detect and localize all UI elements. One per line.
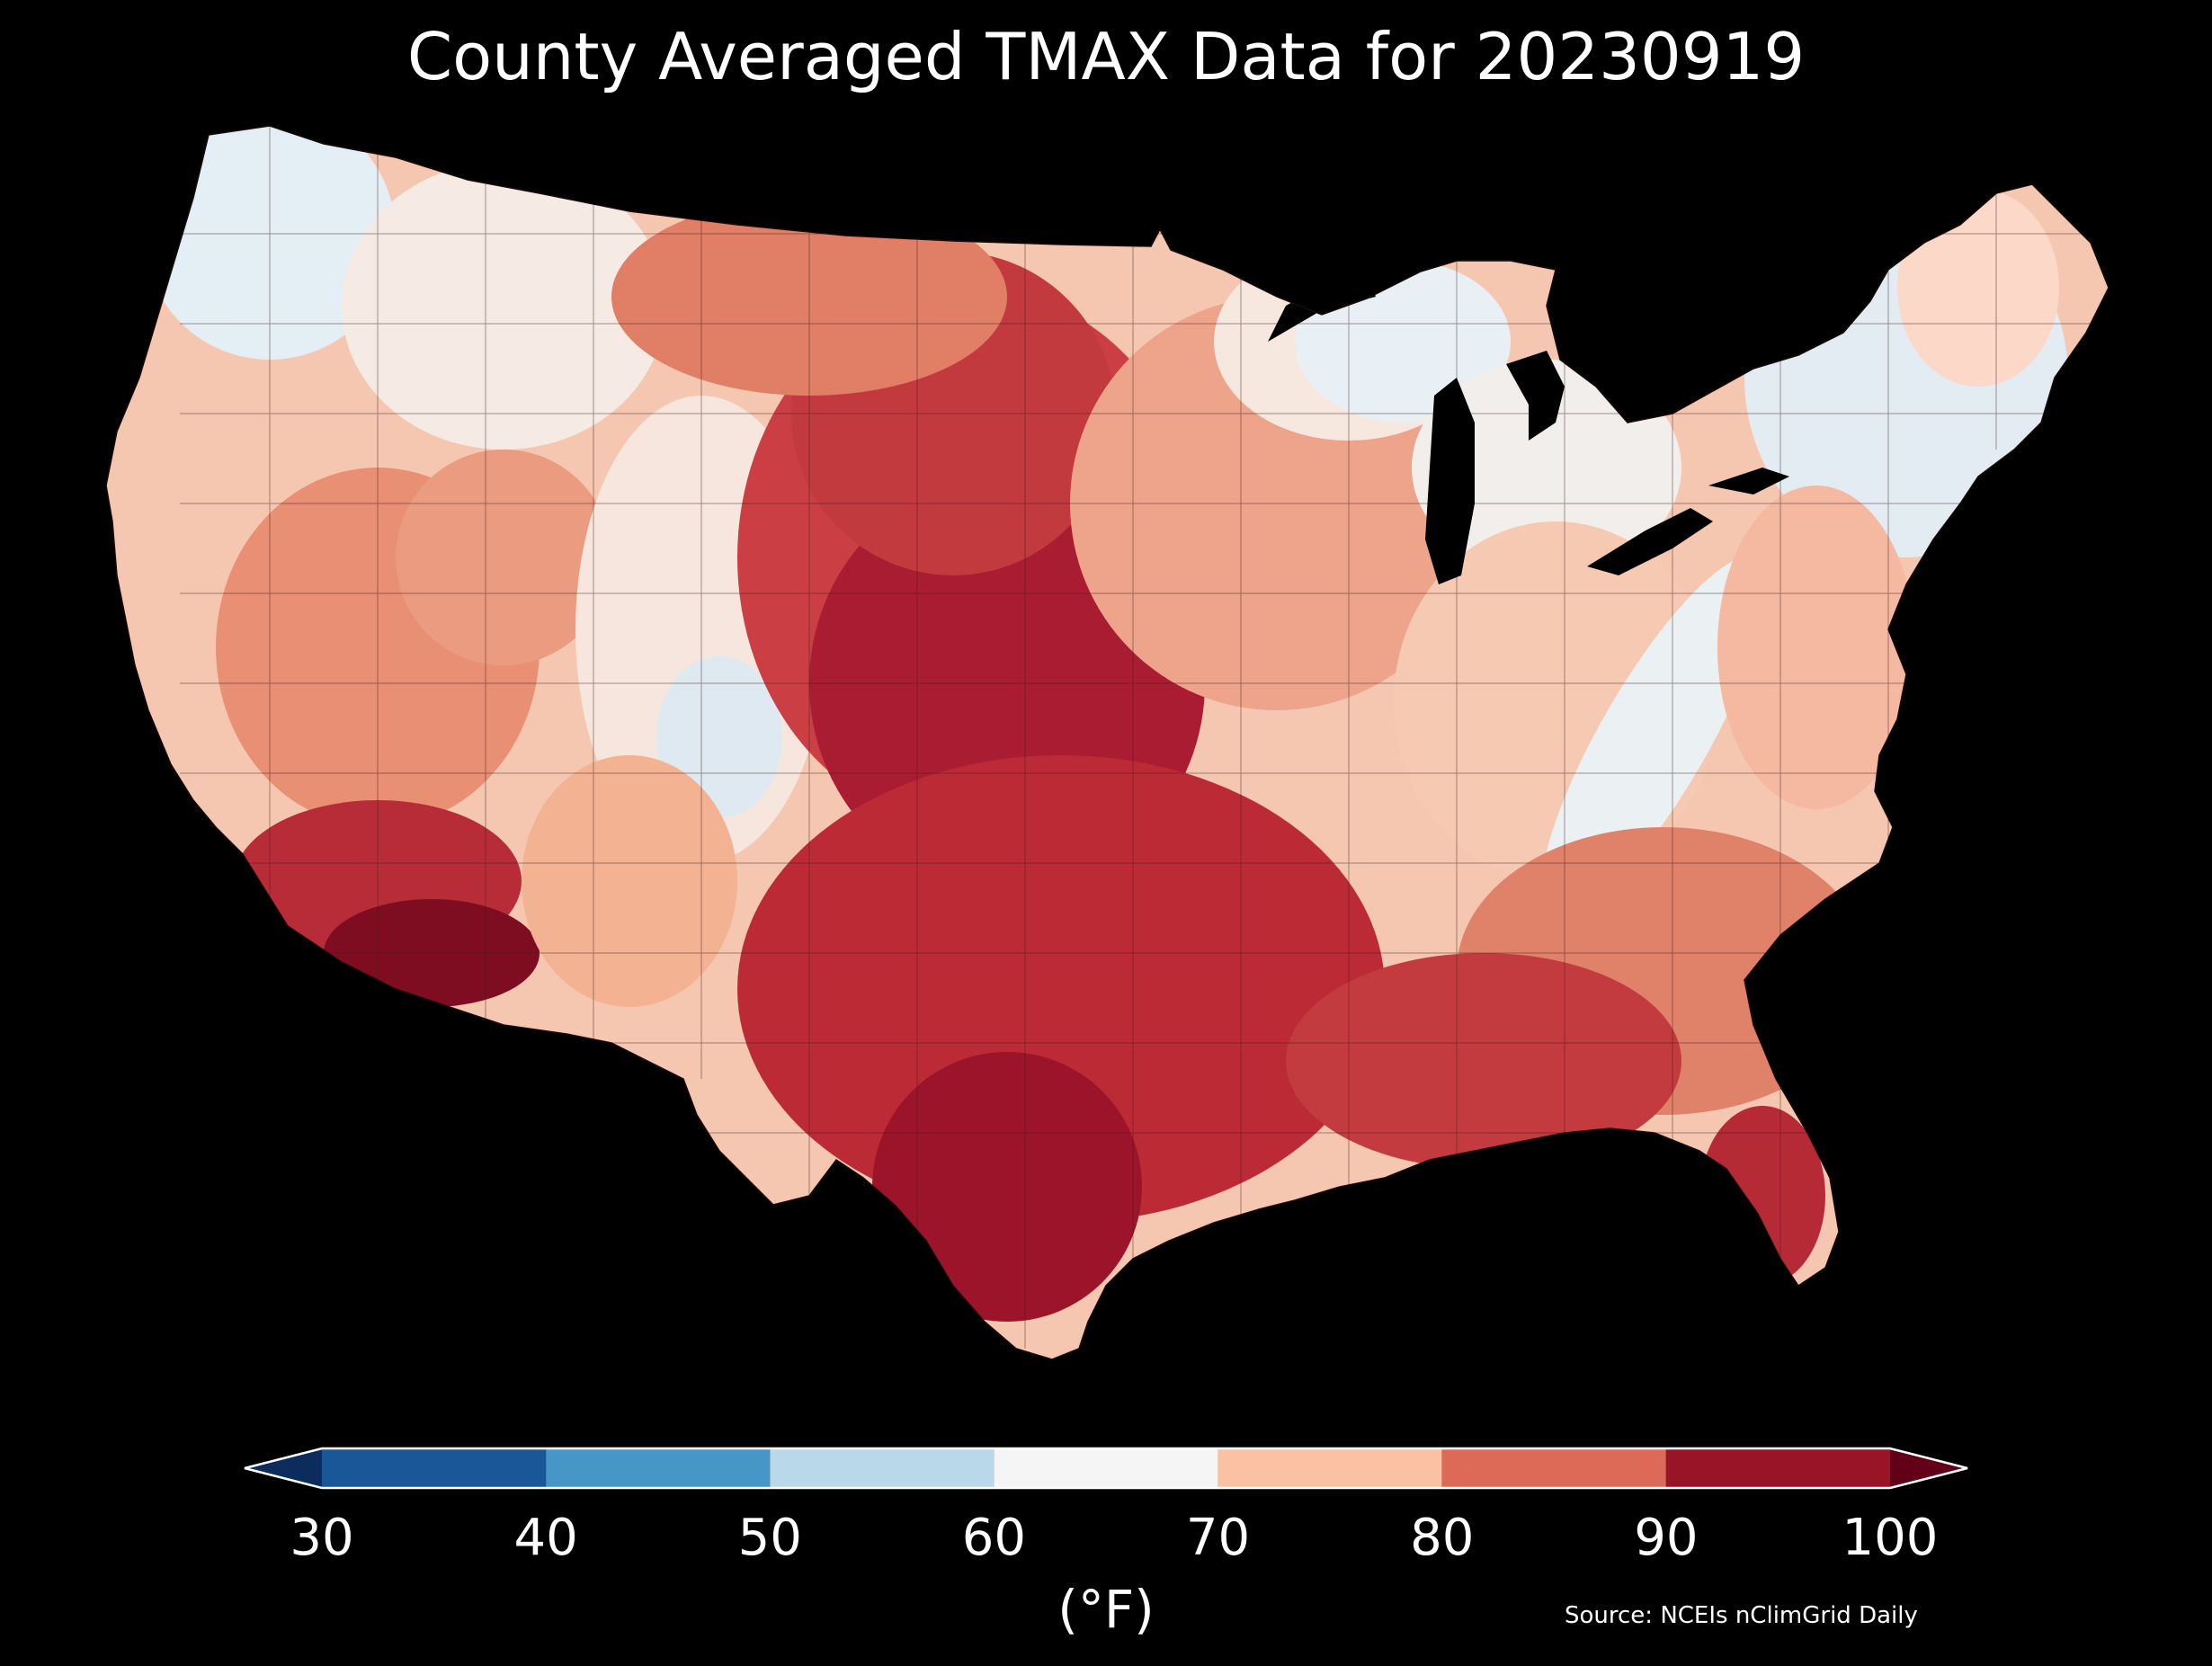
colorbar-tick-label: 30 xyxy=(290,1509,354,1567)
chart-title: County Averaged TMAX Data for 20230919 xyxy=(406,19,1806,94)
us-county-map xyxy=(105,125,2109,1360)
great-lakes xyxy=(1268,270,1789,584)
colorbar-over-extension xyxy=(1890,1448,1967,1488)
source-credit: Source: NCEIs nClimGrid Daily xyxy=(1565,1602,1918,1629)
county-fill-layer xyxy=(106,126,2109,1359)
colorbar-tick-label: 90 xyxy=(1634,1509,1699,1567)
colorbar-tick-label: 80 xyxy=(1410,1509,1475,1567)
us-outline xyxy=(105,125,2109,1360)
colorbar-bin-40-50 xyxy=(546,1448,771,1488)
colorbar-bin-60-70 xyxy=(994,1448,1218,1488)
colorbar-tick-label: 100 xyxy=(1842,1509,1939,1567)
colorbar-bin-90-100 xyxy=(1665,1448,1890,1488)
colorbar-bin-30-40 xyxy=(322,1448,547,1488)
colorbar-bin-50-60 xyxy=(770,1448,995,1488)
colorbar-tick-label: 70 xyxy=(1185,1509,1251,1567)
colorbar-tick-label: 40 xyxy=(513,1509,578,1567)
colorbar-tick-label: 50 xyxy=(737,1509,802,1567)
colorbar-tick-label: 60 xyxy=(961,1509,1027,1567)
colorbar-bin-80-90 xyxy=(1441,1448,1666,1488)
colorbar-unit-label: (°F) xyxy=(1057,1579,1155,1640)
colorbar-outline xyxy=(244,1447,1968,1490)
colorbar-bin-70-80 xyxy=(1217,1448,1442,1488)
colorbar-under-extension xyxy=(245,1448,322,1488)
